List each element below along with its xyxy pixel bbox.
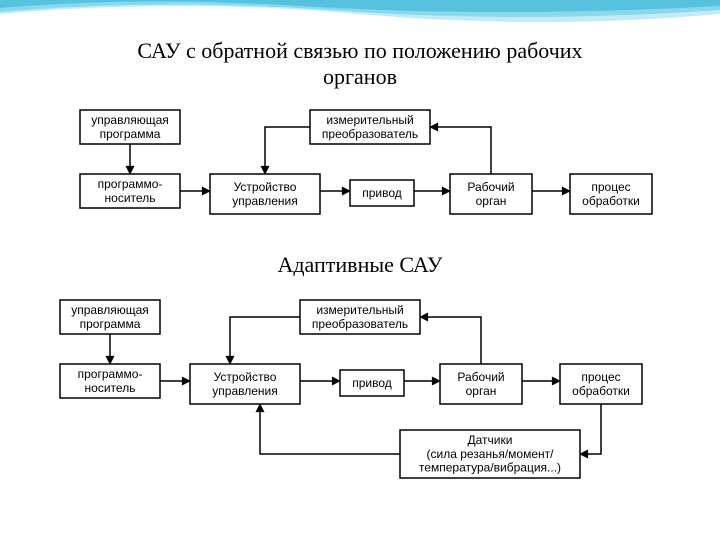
node-label: измерительный [316,303,403,317]
node-meas: измерительныйпреобразователь [300,300,420,334]
node-label: носитель [105,191,156,205]
node-label: процес [581,370,620,384]
node-prog: управляющаяпрограмма [80,110,180,144]
edge [420,317,481,364]
node-label: управляющая [71,303,149,317]
edge [230,317,300,364]
diagram-2: управляющаяпрограмма программо-носитель Ус… [0,290,720,490]
node-label: орган [466,384,497,398]
node-carrier: программо-носитель [80,174,180,208]
node-meas: измерительныйпреобразователь [310,110,430,144]
node-label: управления [212,384,277,398]
edge [430,127,491,174]
node-label: преобразователь [322,127,418,141]
title-2: Адаптивные САУ [0,252,720,278]
node-label: процес [591,180,630,194]
edge [265,127,310,174]
node-work: Рабочийорган [450,174,532,214]
node-label: Устройство [214,370,277,384]
edge [580,404,601,454]
node-work: Рабочийорган [440,364,522,404]
node-proc: процесобработки [560,364,642,404]
node-label: управления [232,194,297,208]
node-label: преобразователь [312,317,408,331]
node-label: Рабочий [467,180,514,194]
node-label: программо- [78,367,143,381]
diagram-1: управляющаяпрограмма программо-носитель Ус… [0,100,720,250]
node-label: привод [362,186,402,200]
node-label: Рабочий [457,370,504,384]
node-label: программа [100,127,161,141]
node-prog: управляющаяпрограмма [60,300,160,334]
node-drive: привод [340,370,404,396]
node-label: Датчики [468,433,513,447]
node-label: температура/вибрация...) [419,461,561,475]
node-label: обработки [582,194,640,208]
node-label: орган [476,194,507,208]
node-label: (сила резанья/момент/ [427,447,555,461]
node-label: программо- [98,177,163,191]
title-1: САУ с обратной связью по положению рабоч… [0,38,720,90]
node-proc: процесобработки [570,174,652,214]
header-wave [0,0,720,38]
node-carrier: программо-носитель [60,364,160,398]
node-drive: привод [350,180,414,206]
node-label: управляющая [91,113,169,127]
node-label: обработки [572,384,630,398]
node-label: измерительный [326,113,413,127]
node-ctrl: Устройствоуправления [210,174,320,214]
edge [260,404,400,454]
node-sensors: Датчики(сила резанья/момент/температура/… [400,430,580,478]
node-label: привод [352,376,392,390]
node-label: носитель [85,381,136,395]
node-label: Устройство [234,180,297,194]
node-label: программа [80,317,141,331]
node-ctrl: Устройствоуправления [190,364,300,404]
